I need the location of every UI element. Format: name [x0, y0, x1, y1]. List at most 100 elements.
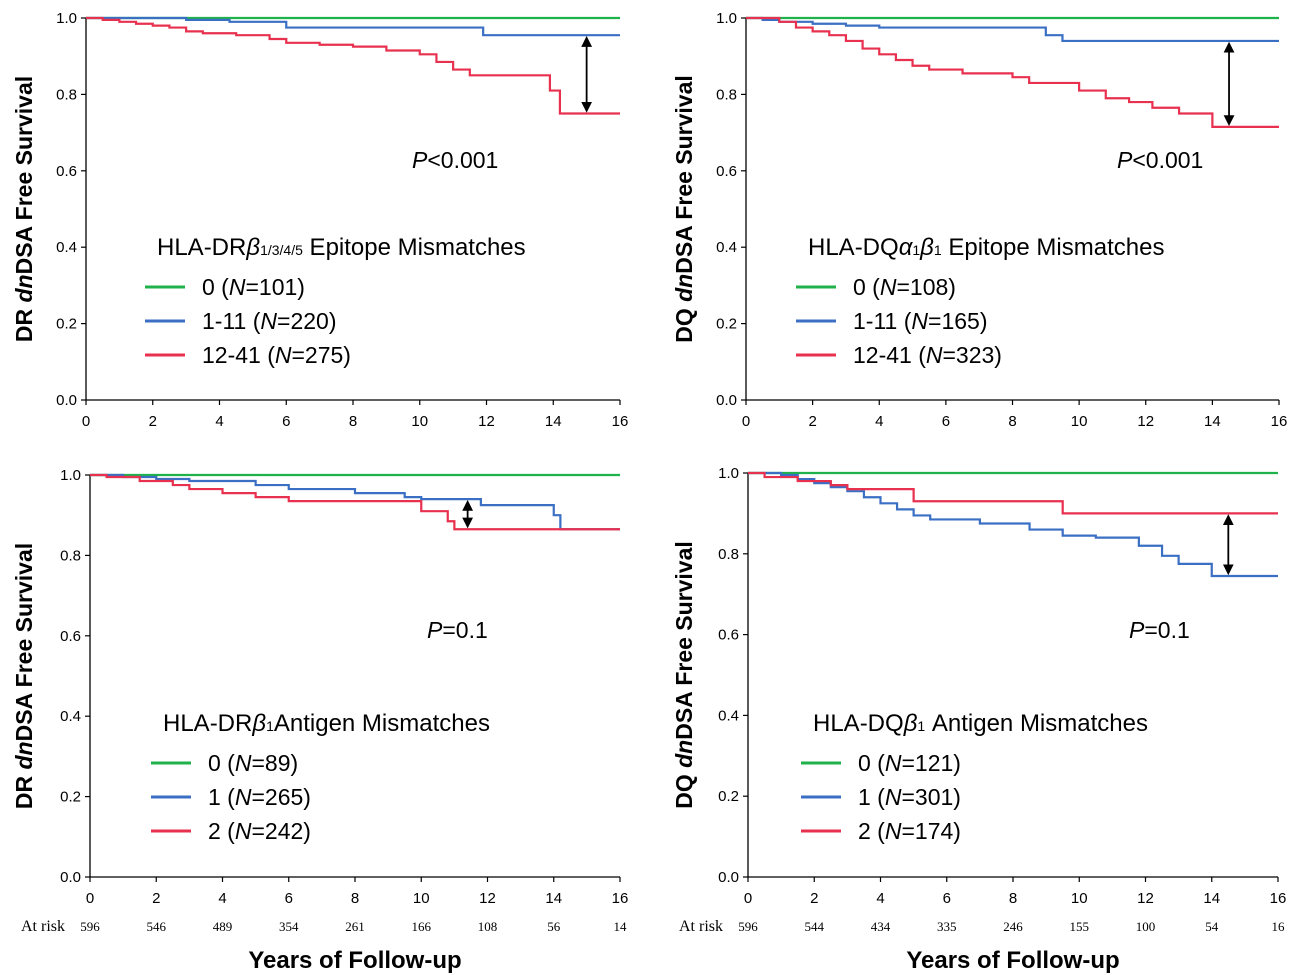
- legend-title: HLA-DQβ1 Antigen Mismatches: [813, 710, 1148, 737]
- legend-item-n-symbol: N: [926, 342, 943, 368]
- y-axis-label-suffix: DSA Free Survival: [11, 543, 37, 742]
- legend-item-count: =108): [896, 274, 955, 300]
- survival-curve-3: [746, 16, 1279, 128]
- legend-title-part: HLA-DQ: [813, 710, 904, 737]
- legend-title-subscript: 1/3/4/5: [260, 242, 303, 258]
- at-risk-value: 155: [1070, 919, 1090, 934]
- y-tick-label: 0.2: [56, 316, 77, 333]
- at-risk-value: 246: [1003, 919, 1023, 934]
- x-tick-label: 2: [152, 890, 160, 907]
- legend-title-part: HLA-DR: [157, 234, 246, 261]
- legend-title-part: Epitope Mismatches: [303, 234, 526, 261]
- y-axis-label: DR dnDSA Free Survival: [11, 76, 37, 342]
- x-tick-label: 0: [744, 890, 752, 907]
- legend-item-2: 1-11 (N=220): [202, 308, 336, 334]
- at-risk-value: 16: [1272, 919, 1286, 934]
- legend-item-count: =121): [901, 750, 960, 776]
- y-axis-label-suffix: DSA Free Survival: [11, 76, 37, 275]
- legend-item-count: =265): [251, 784, 310, 810]
- survival-curve-3: [748, 471, 1278, 515]
- y-tick-label: 0.4: [718, 707, 739, 724]
- p-value: P<0.001: [412, 147, 498, 173]
- y-tick-label: 0.8: [56, 86, 77, 103]
- x-tick-label: 6: [942, 413, 950, 430]
- x-tick-label: 12: [1137, 890, 1154, 907]
- p-value: P=0.1: [427, 617, 488, 643]
- x-tick-label: 14: [545, 890, 562, 907]
- legend-title-greek: α: [899, 234, 914, 261]
- legend-item-count: =89): [251, 750, 298, 776]
- legend-title-subscript: 1: [934, 242, 942, 258]
- survival-curve-2: [748, 471, 1278, 578]
- x-tick-label: 0: [742, 413, 750, 430]
- x-tick-label: 14: [1204, 413, 1221, 430]
- x-tick-label: 8: [1008, 413, 1016, 430]
- x-tick-label: 8: [351, 890, 359, 907]
- x-tick-label: 0: [86, 890, 94, 907]
- x-axis-label: Years of Follow-up: [906, 947, 1119, 974]
- legend-item-1: 0 (N=121): [858, 750, 961, 776]
- legend-item-1: 0 (N=89): [208, 750, 298, 776]
- p-value-text: =0.1: [1144, 617, 1189, 643]
- y-axis-label-italic: dn: [11, 274, 37, 302]
- at-risk-value: 546: [147, 919, 167, 934]
- x-tick-label: 6: [282, 413, 290, 430]
- y-tick-label: 0.8: [718, 546, 739, 563]
- legend-item-name: 12-41 (: [853, 342, 926, 368]
- y-tick-label: 0.2: [718, 788, 739, 805]
- legend-item-count: =220): [277, 308, 336, 334]
- legend-item-name: 12-41 (: [202, 342, 275, 368]
- legend-title-part: Antigen Mismatches: [925, 710, 1148, 737]
- legend-item-n-symbol: N: [229, 274, 246, 300]
- legend-title-part: HLA-DQ: [808, 234, 899, 261]
- y-tick-label: 0.0: [716, 392, 737, 409]
- x-tick-label: 6: [285, 890, 293, 907]
- x-tick-label: 2: [810, 890, 818, 907]
- x-tick-label: 4: [876, 890, 884, 907]
- chart-panel-1: 0.0 0.2 0.4 0.6 0.8 1.0 0 2 4 6 8 10 12 14 16 DR dnDSA …: [11, 10, 628, 430]
- x-tick-label: 2: [149, 413, 157, 430]
- legend-item-name: 0 (: [208, 750, 235, 776]
- chart-panel-3: 0.0 0.2 0.4 0.6 0.8 1.0 0 2 4 6 8 10 12 14 16 DR dnDSA …: [11, 467, 628, 974]
- y-axis-label: DQ dnDSA Free Survival: [671, 75, 697, 343]
- legend-item-2: 1 (N=301): [858, 784, 961, 810]
- legend-item-name: 0 (: [858, 750, 885, 776]
- y-tick-label: 0.0: [718, 869, 739, 886]
- y-tick-label: 0.6: [716, 163, 737, 180]
- y-axis-label-prefix: DR: [11, 303, 37, 343]
- x-tick-label: 12: [478, 413, 495, 430]
- legend-title-greek: β: [251, 710, 266, 737]
- x-tick-label: 14: [545, 413, 562, 430]
- at-risk-value: 166: [412, 919, 432, 934]
- y-axis-label-prefix: DR: [11, 770, 37, 810]
- legend-item-count: =242): [251, 818, 310, 844]
- y-axis-label-prefix: DQ: [671, 768, 697, 809]
- survival-curve-2: [86, 16, 620, 37]
- legend-item-n-symbol: N: [275, 342, 292, 368]
- x-tick-label: 8: [1009, 890, 1017, 907]
- legend-item-n-symbol: N: [235, 818, 252, 844]
- y-tick-label: 0.4: [56, 239, 77, 256]
- y-axis-label: DQ dnDSA Free Survival: [671, 541, 697, 809]
- y-tick-label: 0.0: [56, 392, 77, 409]
- y-tick-label: 0.4: [60, 708, 81, 725]
- y-tick-label: 1.0: [56, 10, 77, 27]
- legend-item-name: 1-11 (: [853, 308, 912, 334]
- x-tick-label: 12: [1137, 413, 1154, 430]
- y-axis-label-suffix: DSA Free Survival: [671, 75, 697, 274]
- legend-item-n-symbol: N: [235, 784, 252, 810]
- at-risk-value: 261: [345, 919, 365, 934]
- x-tick-label: 16: [1271, 413, 1288, 430]
- p-value-symbol: P: [1117, 147, 1133, 173]
- legend-item-name: 1 (: [858, 784, 885, 810]
- y-tick-label: 1.0: [716, 10, 737, 27]
- y-tick-label: 0.4: [716, 239, 737, 256]
- y-axis-label-italic: dn: [671, 740, 697, 768]
- legend-title-part: Antigen Mismatches: [274, 710, 490, 737]
- p-value: P=0.1: [1129, 617, 1190, 643]
- p-value: P<0.001: [1117, 147, 1203, 173]
- y-tick-label: 0.8: [60, 547, 81, 564]
- at-risk-value: 596: [738, 919, 758, 934]
